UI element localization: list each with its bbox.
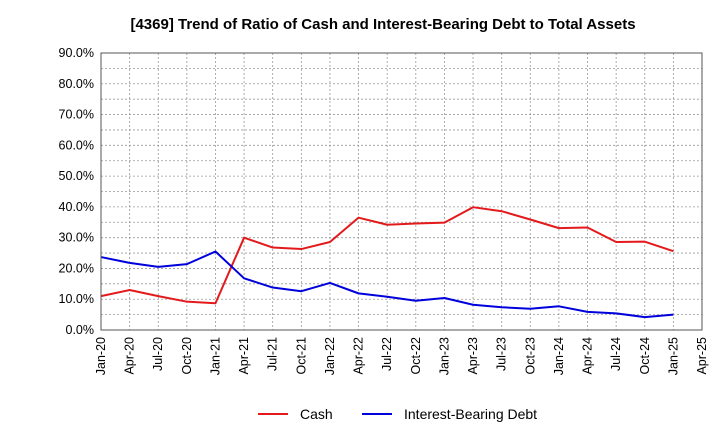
grid (100, 52, 703, 331)
y-tick-label: 50.0% (59, 169, 94, 183)
y-axis: 0.0% 10.0% 20.0% 30.0% 40.0% 50.0% 60.0% 70.0% 8… (59, 46, 94, 337)
x-tick-label: Jul-23 (495, 337, 509, 371)
x-tick-label: Oct-23 (523, 337, 537, 375)
x-tick-label: Jan-24 (552, 337, 566, 375)
y-tick-label: 40.0% (59, 200, 94, 214)
plot-frame (100, 52, 703, 331)
x-tick-label: Oct-22 (409, 337, 423, 375)
x-tick-label: Oct-21 (294, 337, 308, 375)
x-tick-label: Apr-24 (581, 337, 595, 375)
y-tick-label: 30.0% (59, 231, 94, 245)
x-tick-label: Jan-22 (323, 337, 337, 375)
series-line-cash (100, 206, 674, 305)
x-tick-label: Jul-21 (266, 337, 280, 371)
y-tick-label: 70.0% (59, 108, 94, 122)
x-tick-label: Oct-24 (638, 337, 652, 375)
x-tick-label: Apr-23 (466, 337, 480, 375)
y-tick-label: 10.0% (59, 292, 94, 306)
x-tick-label: Apr-21 (237, 337, 251, 375)
x-tick-label: Jan-23 (437, 337, 451, 375)
legend-label-interest-bearing-debt: Interest-Bearing Debt (404, 406, 537, 422)
y-tick-label: 80.0% (59, 77, 94, 91)
x-tick-label: Jan-21 (208, 337, 222, 375)
x-tick-label: Jan-20 (94, 337, 108, 375)
x-tick-label: Apr-20 (123, 337, 137, 375)
x-tick-label: Jul-22 (380, 337, 394, 371)
series-line-interest-bearing-debt (100, 250, 674, 319)
x-tick-label: Oct-20 (180, 337, 194, 375)
y-tick-label: 60.0% (59, 138, 94, 152)
y-tick-label: 90.0% (59, 46, 94, 60)
x-tick-label: Jan-25 (666, 337, 680, 375)
y-tick-label: 0.0% (66, 323, 95, 337)
chart-title: [4369] Trend of Ratio of Cash and Intere… (130, 16, 635, 33)
x-tick-label: Jul-20 (151, 337, 165, 371)
legend: Cash Interest-Bearing Debt (258, 406, 537, 422)
x-tick-label: Apr-25 (695, 337, 709, 375)
x-tick-label: Apr-22 (352, 337, 366, 375)
y-tick-label: 20.0% (59, 261, 94, 275)
x-axis: Jan-20 Apr-20 Jul-20 Oct-20 Jan-21 Apr-21 Jul-… (94, 337, 709, 375)
x-tick-label: Jul-24 (609, 337, 623, 371)
legend-label-cash: Cash (300, 406, 333, 422)
series-layer (100, 206, 674, 319)
